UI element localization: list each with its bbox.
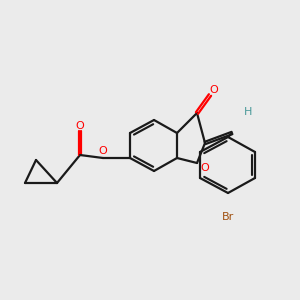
Text: H: H: [244, 107, 252, 117]
Text: Br: Br: [222, 212, 234, 221]
Text: O: O: [98, 146, 107, 155]
Text: O: O: [209, 85, 218, 94]
Text: O: O: [200, 163, 209, 172]
Text: O: O: [76, 121, 84, 130]
